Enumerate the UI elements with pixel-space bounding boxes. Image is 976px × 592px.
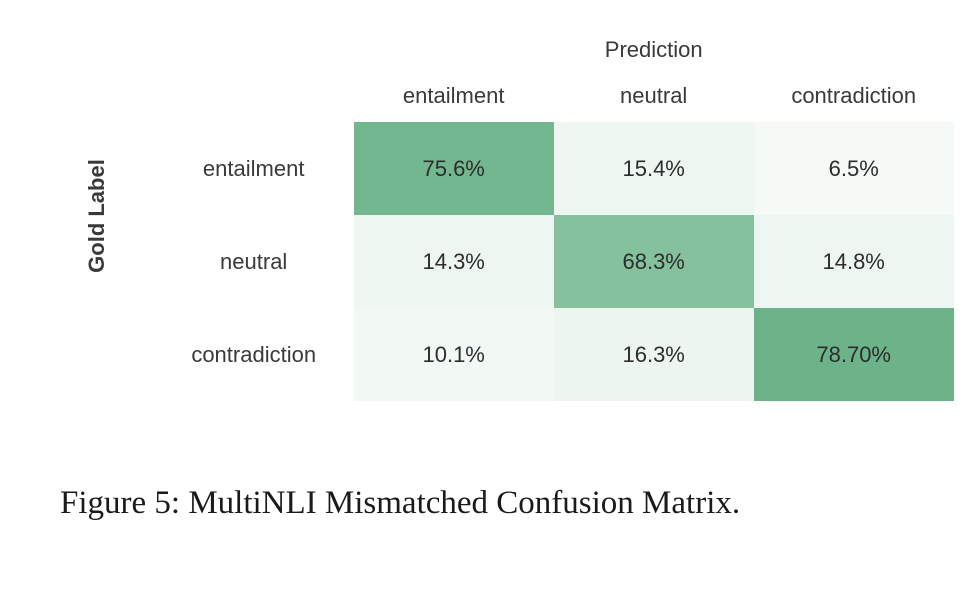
col-header-0: entailment bbox=[354, 70, 554, 122]
x-axis-title: Prediction bbox=[354, 30, 954, 70]
corner-blank bbox=[154, 30, 354, 70]
row-header-2: contradiction bbox=[154, 308, 354, 401]
cell-2-2: 78.70% bbox=[754, 308, 954, 401]
cell-1-2: 14.8% bbox=[754, 215, 954, 308]
cell-0-0: 75.6% bbox=[354, 122, 554, 215]
col-header-1: neutral bbox=[554, 70, 754, 122]
figure-caption: Figure 5: MultiNLI Mismatched Confusion … bbox=[60, 485, 740, 522]
row-header-1: neutral bbox=[154, 215, 354, 308]
cell-1-1: 68.3% bbox=[554, 215, 754, 308]
corner-blank-2 bbox=[154, 70, 354, 122]
confusion-matrix-table: Gold Label Prediction entailment neutral… bbox=[40, 30, 954, 401]
cell-2-1: 16.3% bbox=[554, 308, 754, 401]
cell-0-1: 15.4% bbox=[554, 122, 754, 215]
figure-stage: Gold Label Prediction entailment neutral… bbox=[0, 0, 976, 592]
y-axis-title: Gold Label bbox=[84, 159, 110, 273]
cell-0-2: 6.5% bbox=[754, 122, 954, 215]
row-header-0: entailment bbox=[154, 122, 354, 215]
cell-1-0: 14.3% bbox=[354, 215, 554, 308]
col-header-2: contradiction bbox=[754, 70, 954, 122]
cell-2-0: 10.1% bbox=[354, 308, 554, 401]
y-axis-title-cell: Gold Label bbox=[40, 30, 154, 401]
confusion-matrix: Gold Label Prediction entailment neutral… bbox=[40, 30, 954, 401]
